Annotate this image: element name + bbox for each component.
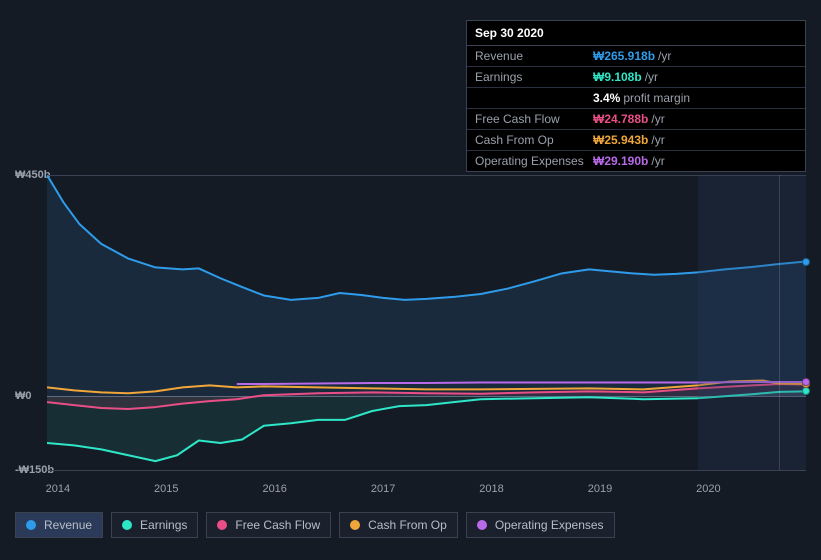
tooltip-value: ₩25.943b [593,133,648,147]
legend-item[interactable]: Revenue [15,512,103,538]
series-fill [47,175,806,396]
x-axis-tick: 2019 [588,483,612,495]
legend-label: Free Cash Flow [235,518,320,532]
forecast-shade [698,175,806,470]
tooltip-label: Cash From Op [475,133,593,147]
tooltip-row: 3.4%profit margin [467,88,805,109]
tooltip-row: Operating Expenses₩29.190b/yr [467,151,805,171]
legend-label: Revenue [44,518,92,532]
tooltip-suffix: profit margin [623,91,690,105]
series-end-dot [802,258,810,266]
legend-swatch [26,520,36,530]
tooltip-suffix: /yr [651,154,664,168]
x-axis-tick: 2014 [46,483,70,495]
tooltip-label: Revenue [475,49,593,63]
legend-item[interactable]: Free Cash Flow [206,512,331,538]
x-axis-tick: 2017 [371,483,395,495]
x-axis-tick: 2016 [262,483,286,495]
hover-line [779,175,780,470]
x-axis-tick: 2015 [154,483,178,495]
grid-line [47,470,806,471]
chart-tooltip: Sep 30 2020 Revenue₩265.918b/yrEarnings₩… [466,20,806,172]
series-end-dot [802,378,810,386]
tooltip-value: ₩265.918b [593,49,655,63]
tooltip-date: Sep 30 2020 [467,21,805,46]
legend-swatch [217,520,227,530]
y-axis-tick: ₩0 [15,390,32,402]
tooltip-value: ₩29.190b [593,154,648,168]
legend-label: Cash From Op [368,518,447,532]
plot-area[interactable] [47,175,806,470]
tooltip-suffix: /yr [651,112,664,126]
legend-item[interactable]: Operating Expenses [466,512,615,538]
series-end-dot [802,387,810,395]
legend-swatch [350,520,360,530]
legend-swatch [477,520,487,530]
tooltip-row: Revenue₩265.918b/yr [467,46,805,67]
legend-item[interactable]: Earnings [111,512,198,538]
tooltip-suffix: /yr [651,133,664,147]
legend-label: Earnings [140,518,187,532]
legend-item[interactable]: Cash From Op [339,512,458,538]
tooltip-value: ₩9.108b [593,70,642,84]
y-axis-tick: ₩450b [15,169,50,181]
legend: Revenue Earnings Free Cash Flow Cash From O… [15,512,615,538]
tooltip-row: Earnings₩9.108b/yr [467,67,805,88]
x-axis-tick: 2020 [696,483,720,495]
tooltip-value: ₩24.788b [593,112,648,126]
legend-label: Operating Expenses [495,518,604,532]
tooltip-value: 3.4% [593,91,620,105]
tooltip-row: Free Cash Flow₩24.788b/yr [467,109,805,130]
tooltip-label: Earnings [475,70,593,84]
tooltip-label: Operating Expenses [475,154,593,168]
tooltip-label: Free Cash Flow [475,112,593,126]
legend-swatch [122,520,132,530]
financials-chart: ₩450b₩0-₩150b 20142015201620172018201920… [15,175,806,470]
tooltip-suffix: /yr [658,49,671,63]
tooltip-suffix: /yr [645,70,658,84]
tooltip-row: Cash From Op₩25.943b/yr [467,130,805,151]
x-axis-tick: 2018 [479,483,503,495]
